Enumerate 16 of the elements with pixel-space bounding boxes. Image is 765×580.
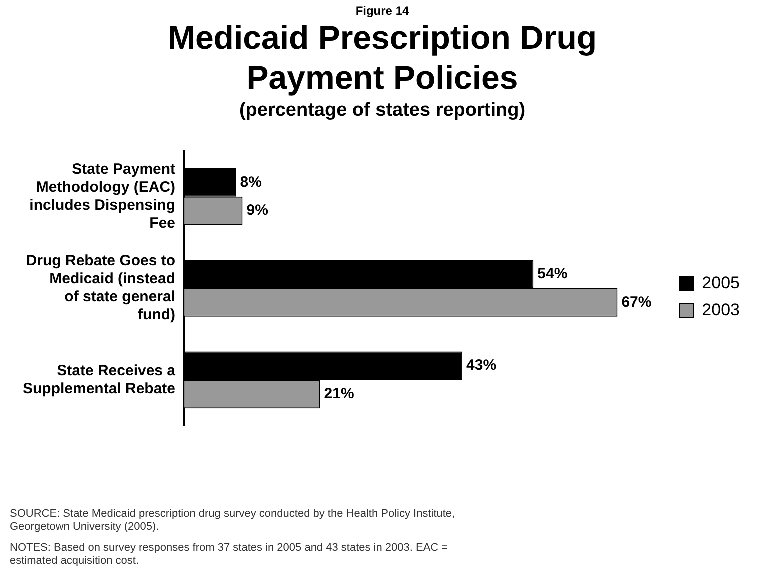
caption: Figure 14 <box>354 4 410 18</box>
data-label: 9% <box>246 202 268 220</box>
data-label: 43% <box>466 357 497 374</box>
source-note: SOURCE: State Medicaid prescription drug survey conducted by the Health Policy Institute, Georgetown University (2005). <box>10 508 456 534</box>
data-label: 67% <box>622 294 652 311</box>
text: NOTES: Based on survey responses from 37 states in 2005 and 43 states in 2003. EAC = estimated acquisition cost. <box>10 542 450 568</box>
y-tick-label: State Payment Methodology (EAC) includes Dispensing Fee <box>30 160 176 232</box>
chart-title: Medicaid Prescription Drug Payment Policies <box>166 18 598 98</box>
y-tick-label: Drug Rebate Goes to Medicaid (instead of state general fund) <box>26 252 176 324</box>
chart-subtitle: (percentage of states reporting) <box>238 100 527 122</box>
legend-label: 2005 <box>702 274 740 293</box>
data-label: 21% <box>324 386 354 403</box>
y-tick-label: State Receives a Supplemental Rebate <box>22 362 176 398</box>
data-label: 8% <box>240 174 262 191</box>
data-label: 54% <box>538 265 568 282</box>
legend-label: 2003 <box>702 300 740 320</box>
